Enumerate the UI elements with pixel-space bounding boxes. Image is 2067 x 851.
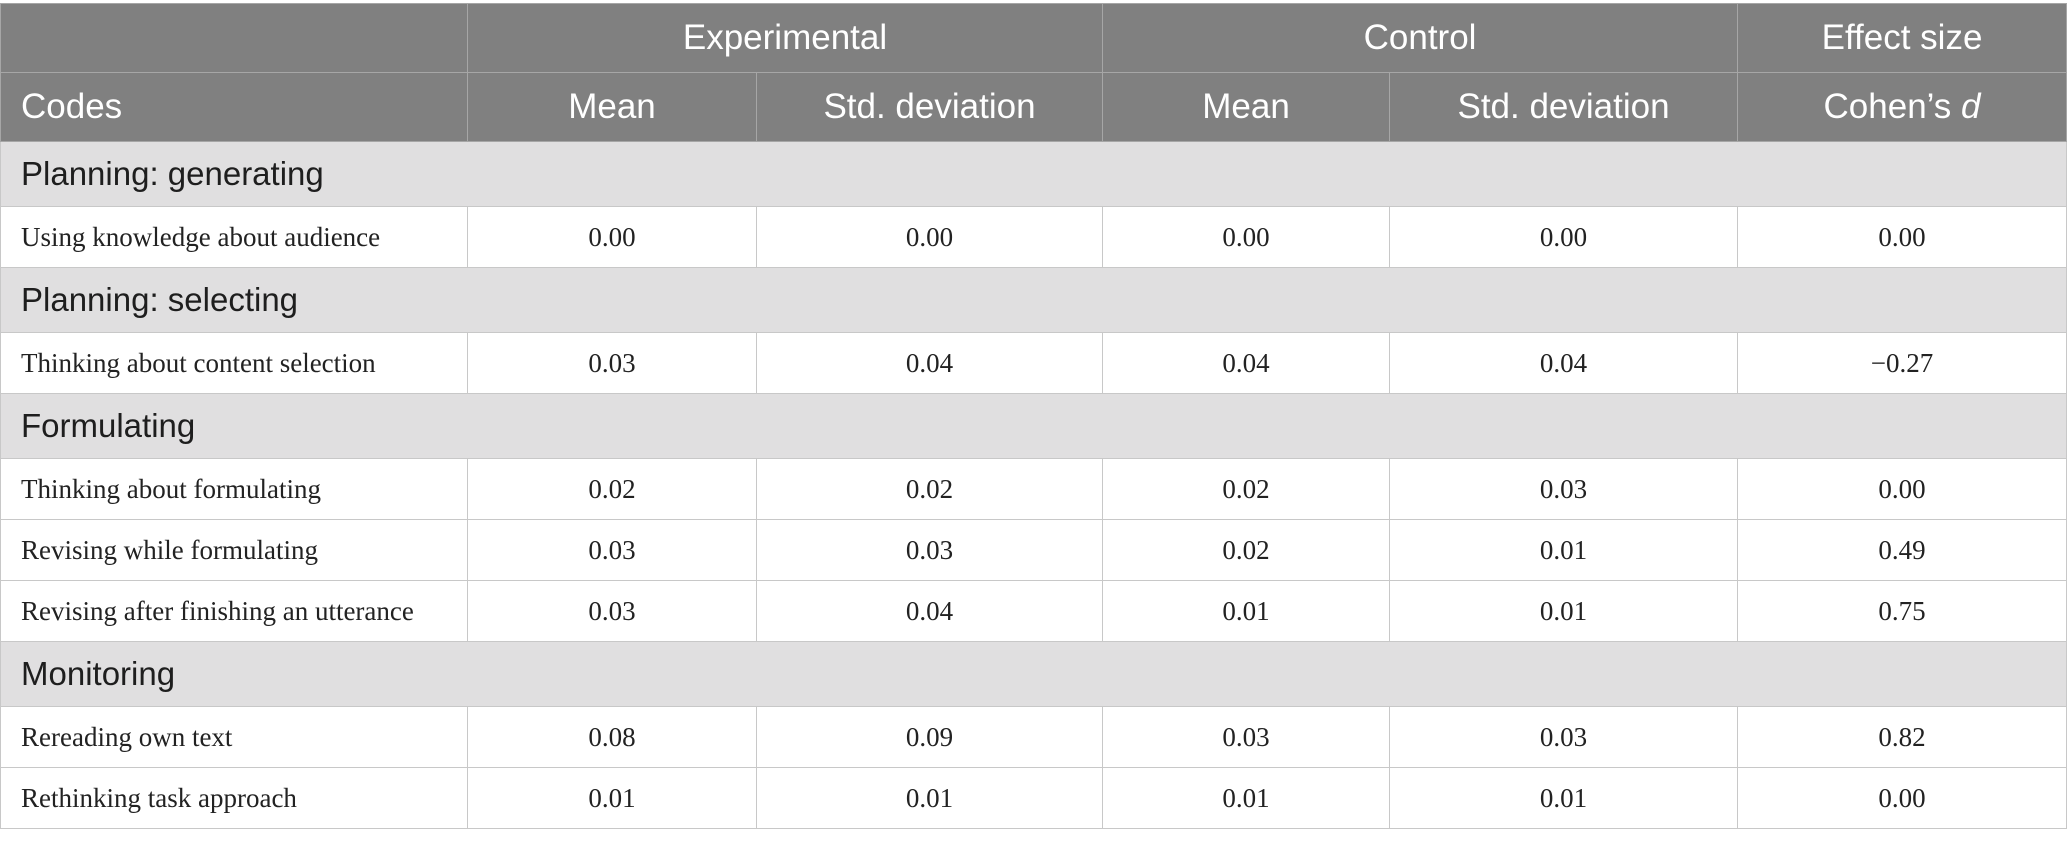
exp-sd-cell: 0.00 (755, 206, 1104, 268)
code-label: Rethinking task approach (0, 767, 468, 829)
exp-sd-cell: 0.02 (755, 458, 1104, 520)
header-group-control: Control (1102, 3, 1739, 73)
ctl-mean-cell: 0.00 (1102, 206, 1391, 268)
table-row: Thinking about content selection 0.03 0.… (0, 332, 2067, 394)
header-exp-mean: Mean (467, 72, 757, 142)
section-title: Planning: generating (0, 141, 2067, 207)
code-label: Using knowledge about audience (0, 206, 468, 268)
exp-mean-cell: 0.00 (467, 206, 757, 268)
section-row: Planning: generating (0, 141, 2067, 207)
header-codes: Codes (0, 72, 468, 142)
section-title: Formulating (0, 393, 2067, 459)
section-title: Monitoring (0, 641, 2067, 707)
ctl-sd-cell: 0.01 (1389, 580, 1739, 642)
ctl-sd-cell: 0.00 (1389, 206, 1739, 268)
exp-mean-cell: 0.08 (467, 706, 757, 768)
cohens-d-cell: 0.75 (1737, 580, 2067, 642)
ctl-sd-cell: 0.01 (1389, 767, 1739, 829)
section-row: Formulating (0, 393, 2067, 459)
cohens-d-cell: 0.00 (1737, 206, 2067, 268)
header-empty-cell (0, 3, 468, 73)
ctl-mean-cell: 0.04 (1102, 332, 1391, 394)
cohens-d-cell: 0.82 (1737, 706, 2067, 768)
exp-mean-cell: 0.03 (467, 519, 757, 581)
ctl-sd-cell: 0.03 (1389, 458, 1739, 520)
results-table: Experimental Control Effect size Codes M… (0, 3, 2067, 829)
header-cohens-d: Cohen’s d (1737, 72, 2067, 142)
code-label: Revising after finishing an utterance (0, 580, 468, 642)
exp-mean-cell: 0.01 (467, 767, 757, 829)
exp-sd-cell: 0.09 (755, 706, 1104, 768)
cohens-d-cell: 0.49 (1737, 519, 2067, 581)
exp-sd-cell: 0.04 (755, 332, 1104, 394)
section-row: Planning: selecting (0, 267, 2067, 333)
table-row: Revising while formulating 0.03 0.03 0.0… (0, 519, 2067, 581)
ctl-mean-cell: 0.02 (1102, 519, 1391, 581)
exp-sd-cell: 0.01 (755, 767, 1104, 829)
header-exp-sd: Std. deviation (755, 72, 1104, 142)
exp-sd-cell: 0.04 (755, 580, 1104, 642)
table-row: Rereading own text 0.08 0.09 0.03 0.03 0… (0, 706, 2067, 768)
table-row: Thinking about formulating 0.02 0.02 0.0… (0, 458, 2067, 520)
header-group-row: Experimental Control Effect size (0, 3, 2067, 73)
exp-mean-cell: 0.03 (467, 580, 757, 642)
ctl-mean-cell: 0.02 (1102, 458, 1391, 520)
exp-mean-cell: 0.03 (467, 332, 757, 394)
ctl-sd-cell: 0.04 (1389, 332, 1739, 394)
exp-mean-cell: 0.02 (467, 458, 757, 520)
ctl-mean-cell: 0.01 (1102, 580, 1391, 642)
header-ctl-mean: Mean (1102, 72, 1391, 142)
ctl-sd-cell: 0.01 (1389, 519, 1739, 581)
code-label: Thinking about formulating (0, 458, 468, 520)
header-cohens-prefix: Cohen’s (1823, 87, 1962, 126)
header-cohens-d-symbol: d (1961, 87, 1981, 126)
header-group-experimental: Experimental (466, 3, 1104, 73)
table-body: Planning: generating Using knowledge abo… (0, 141, 2067, 829)
ctl-sd-cell: 0.03 (1389, 706, 1739, 768)
header-ctl-sd: Std. deviation (1389, 72, 1739, 142)
table-row: Revising after finishing an utterance 0.… (0, 580, 2067, 642)
section-row: Monitoring (0, 641, 2067, 707)
cohens-d-cell: 0.00 (1737, 767, 2067, 829)
cohens-d-cell: 0.00 (1737, 458, 2067, 520)
cohens-d-cell: −0.27 (1737, 332, 2067, 394)
code-label: Revising while formulating (0, 519, 468, 581)
header-group-effect-size: Effect size (1737, 3, 2067, 73)
ctl-mean-cell: 0.01 (1102, 767, 1391, 829)
header-column-row: Codes Mean Std. deviation Mean Std. devi… (0, 72, 2067, 142)
table-row: Using knowledge about audience 0.00 0.00… (0, 206, 2067, 268)
code-label: Thinking about content selection (0, 332, 468, 394)
table-row: Rethinking task approach 0.01 0.01 0.01 … (0, 767, 2067, 829)
code-label: Rereading own text (0, 706, 468, 768)
ctl-mean-cell: 0.03 (1102, 706, 1391, 768)
table-header: Experimental Control Effect size Codes M… (0, 3, 2067, 142)
exp-sd-cell: 0.03 (755, 519, 1104, 581)
section-title: Planning: selecting (0, 267, 2067, 333)
